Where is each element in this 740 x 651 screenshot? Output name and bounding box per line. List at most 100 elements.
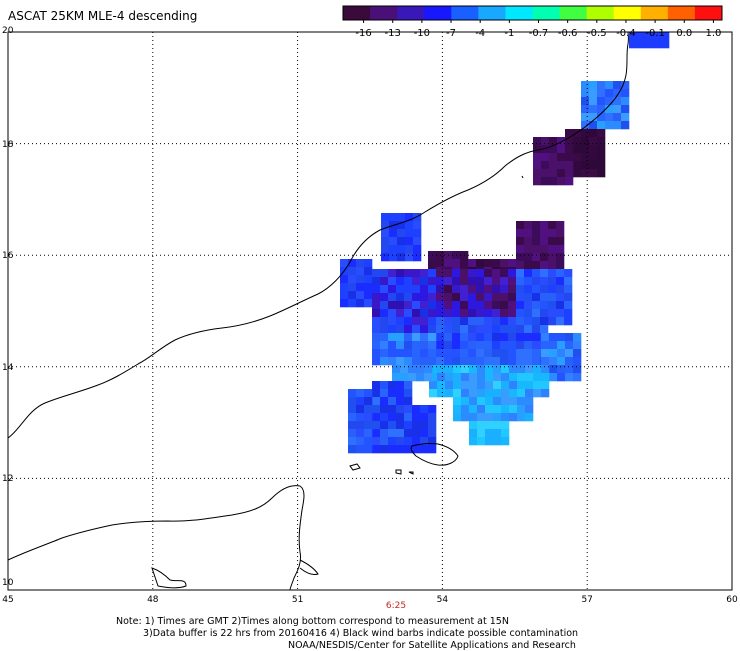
wind-cell	[516, 253, 525, 262]
wind-cell	[484, 333, 493, 342]
wind-cell	[461, 381, 470, 390]
wind-cell	[493, 397, 502, 406]
wind-cell	[412, 301, 421, 310]
wind-cell	[436, 357, 445, 366]
wind-cell	[444, 301, 453, 310]
wind-cell	[380, 309, 389, 318]
wind-cell	[485, 413, 494, 422]
wind-cell	[452, 269, 461, 278]
wind-cell	[556, 261, 565, 270]
wind-cell	[364, 275, 373, 284]
wind-cell	[532, 269, 541, 278]
wind-cell	[380, 437, 389, 446]
wind-cell	[396, 437, 405, 446]
wind-cell	[485, 365, 494, 374]
wind-cell	[364, 421, 373, 430]
wind-cell	[477, 429, 486, 438]
wind-cell	[404, 325, 413, 334]
wind-cell	[573, 333, 582, 342]
wind-cell	[540, 237, 549, 246]
wind-cell	[412, 421, 421, 430]
wind-cell	[372, 333, 381, 342]
longitude-label: 60	[726, 595, 738, 605]
graticule	[8, 32, 732, 590]
longitude-label: 57	[581, 595, 593, 605]
wind-cell	[516, 341, 525, 350]
wind-cell	[597, 161, 606, 170]
wind-cell	[492, 357, 501, 366]
wind-cell	[364, 267, 373, 276]
coastline-arabia	[7, 31, 629, 439]
wind-cell	[468, 269, 477, 278]
wind-cell	[424, 365, 433, 374]
wind-cell	[420, 437, 429, 446]
wind-cell	[548, 301, 557, 310]
wind-cell	[533, 145, 542, 154]
wind-cell	[396, 405, 405, 414]
wind-cell	[364, 445, 373, 454]
wind-cell	[605, 105, 614, 114]
wind-cell	[388, 325, 397, 334]
wind-cell	[548, 285, 557, 294]
wind-cell	[388, 309, 397, 318]
wind-cell	[364, 389, 373, 398]
wind-cell	[637, 40, 646, 49]
wind-cell	[460, 357, 469, 366]
wind-cell	[556, 221, 565, 230]
wind-cell	[485, 397, 494, 406]
wind-cell	[508, 301, 517, 310]
wind-cell	[469, 389, 478, 398]
wind-cell	[420, 405, 429, 414]
wind-cell	[524, 309, 533, 318]
wind-cell	[540, 261, 549, 270]
wind-cell	[557, 341, 566, 350]
wind-cell	[492, 285, 501, 294]
wind-cell	[364, 259, 373, 268]
wind-cell	[525, 381, 534, 390]
wind-cell	[573, 161, 582, 170]
wind-cell	[548, 269, 557, 278]
colorbar-tick-label: -7	[446, 28, 457, 39]
wind-cell	[429, 381, 438, 390]
wind-cell	[484, 293, 493, 302]
wind-cell	[581, 153, 590, 162]
wind-cell	[516, 301, 525, 310]
wind-cell	[532, 357, 541, 366]
wind-cell	[517, 365, 526, 374]
wind-cell	[468, 309, 477, 318]
wind-cell	[428, 341, 437, 350]
wind-cell	[420, 277, 429, 286]
wind-cell	[348, 437, 357, 446]
wind-cell	[340, 299, 349, 308]
wind-cell	[597, 169, 606, 178]
wind-cell	[484, 277, 493, 286]
wind-cell	[548, 237, 557, 246]
wind-cell	[597, 89, 606, 98]
colorbar-segment	[613, 6, 642, 20]
wind-cell	[424, 373, 433, 382]
wind-cell	[405, 213, 414, 222]
wind-cell	[509, 365, 518, 374]
wind-cell	[413, 245, 422, 254]
wind-cell	[540, 221, 549, 230]
wind-cell	[589, 113, 598, 122]
note-line-2: 3)Data buffer is 22 hrs from 20160416 4)…	[143, 628, 579, 639]
wind-cell	[541, 161, 550, 170]
wind-cell	[388, 301, 397, 310]
colorbar	[342, 5, 723, 23]
wind-cell	[420, 301, 429, 310]
wind-cell	[476, 269, 485, 278]
latitude-label: 20	[2, 26, 14, 36]
wind-cell	[541, 137, 550, 146]
coastline-socotra	[410, 443, 459, 466]
wind-cell	[517, 389, 526, 398]
wind-cell	[485, 381, 494, 390]
island-3	[408, 471, 414, 475]
wind-cell	[372, 317, 381, 326]
wind-cell	[621, 113, 630, 122]
wind-cell	[477, 405, 486, 414]
wind-cell	[516, 237, 525, 246]
wind-cell	[404, 341, 413, 350]
wind-cell	[348, 283, 357, 292]
wind-cell	[565, 177, 574, 186]
